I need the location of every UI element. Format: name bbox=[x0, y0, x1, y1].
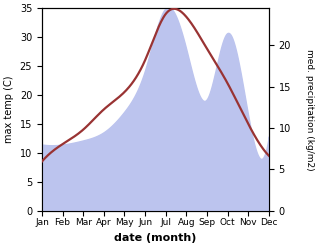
X-axis label: date (month): date (month) bbox=[114, 233, 197, 243]
Y-axis label: med. precipitation (kg/m2): med. precipitation (kg/m2) bbox=[305, 49, 314, 170]
Y-axis label: max temp (C): max temp (C) bbox=[4, 76, 14, 143]
